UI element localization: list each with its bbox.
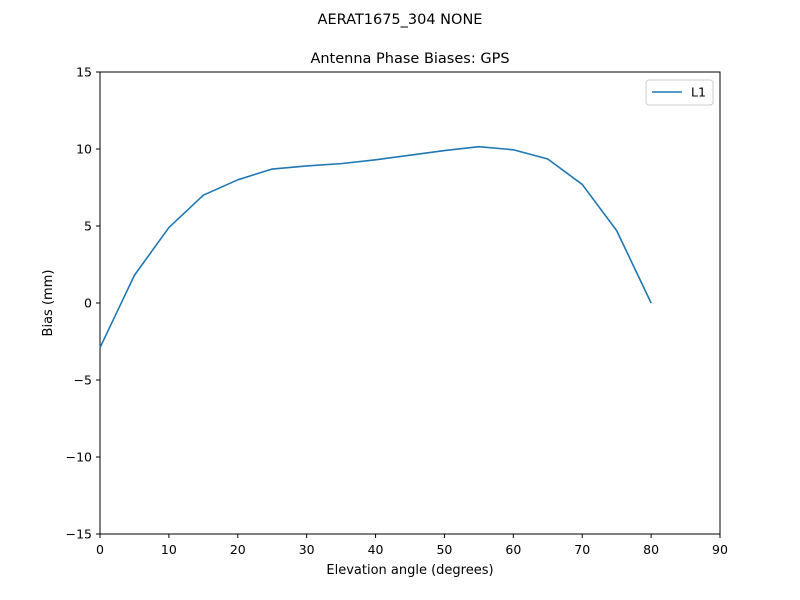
axes-frame	[99, 71, 721, 535]
x-tick-label: 60	[505, 542, 521, 557]
x-tick-label: 20	[230, 542, 246, 557]
figure-suptitle: AERAT1675_304 NONE	[318, 12, 483, 28]
legend-label: L1	[691, 85, 706, 100]
y-tick-label: 5	[84, 219, 92, 234]
x-tick-label: 0	[96, 542, 104, 557]
y-tick-label: −10	[66, 450, 92, 465]
x-axis-label: Elevation angle (degrees)	[326, 563, 493, 578]
legend: L1	[645, 79, 714, 106]
series-area	[99, 145, 652, 349]
y-tick-label: 0	[84, 296, 92, 311]
x-tick-label: 40	[368, 542, 384, 557]
x-tick-label: 90	[712, 542, 728, 557]
x-tick-label: 70	[574, 542, 590, 557]
y-tick-label: −5	[74, 373, 92, 388]
series-line-L1	[99, 145, 652, 349]
x-tick-label: 30	[299, 542, 315, 557]
chart-title: Antenna Phase Biases: GPS	[310, 51, 509, 67]
x-tick-label: 80	[643, 542, 659, 557]
y-tick-label: 10	[76, 142, 92, 157]
axes-area: 0 10 20 30 40 50 60 70 80 90 −15 −10 −5 0 5 10 15	[66, 65, 728, 558]
x-tick-label: 10	[161, 542, 177, 557]
x-tick-label: 50	[436, 542, 452, 557]
y-tick-label: −15	[66, 527, 92, 542]
y-tick-label: 15	[76, 65, 92, 80]
y-axis-label: Bias (mm)	[41, 270, 56, 337]
